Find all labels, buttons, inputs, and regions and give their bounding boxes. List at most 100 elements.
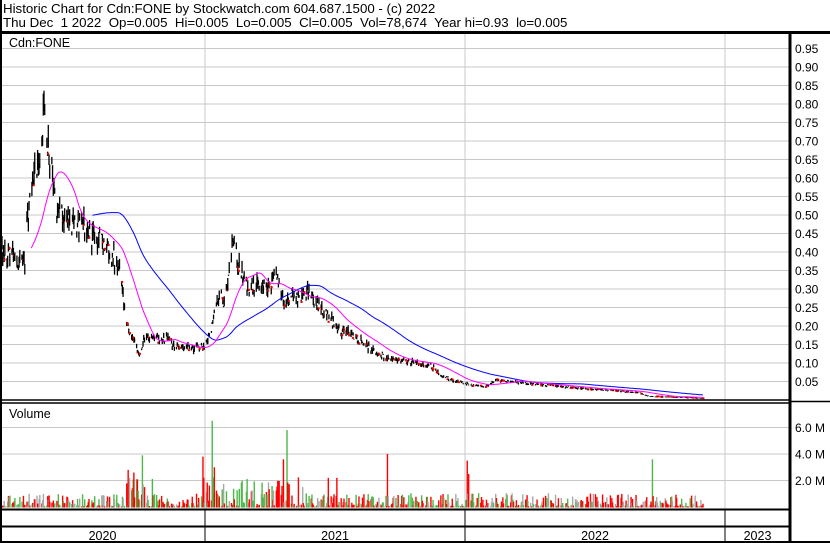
- volume-bar: [520, 502, 523, 508]
- volume-bar: [445, 504, 448, 508]
- volume-bar: [555, 506, 557, 508]
- volume-bar: [68, 501, 70, 508]
- volume-bar: [451, 498, 453, 508]
- volume-bar: [527, 506, 530, 508]
- volume-bar: [670, 496, 673, 508]
- volume-bar: [377, 505, 379, 508]
- volume-bar: [51, 506, 54, 508]
- volume-bar: [307, 505, 310, 508]
- volume-bar: [66, 497, 69, 508]
- volume-bar: [208, 485, 211, 508]
- volume-bar: [7, 501, 9, 508]
- volume-bar: [128, 477, 131, 508]
- volume-bar: [660, 502, 662, 508]
- volume-bar: [441, 503, 444, 508]
- down-close-tick: [393, 358, 396, 361]
- down-close-tick: [436, 370, 439, 373]
- down-close-tick: [198, 347, 201, 350]
- volume-bar: [227, 505, 229, 508]
- volume-bar: [403, 497, 405, 508]
- volume-bar: [326, 496, 329, 508]
- volume-bar: [448, 502, 450, 508]
- volume-bar: [467, 473, 470, 508]
- volume-bar: [440, 506, 443, 508]
- price-bars: [0, 90, 705, 400]
- down-close-tick: [157, 341, 160, 344]
- volume-bar: [313, 506, 315, 508]
- volume-bar: [651, 503, 653, 508]
- down-close-tick: [418, 362, 421, 365]
- volume-bar: [589, 493, 592, 508]
- volume-bar: [358, 496, 360, 508]
- volume-bar: [272, 500, 274, 508]
- volume-bar: [197, 504, 199, 508]
- volume-bar: [692, 503, 694, 508]
- volume-bar: [271, 486, 273, 508]
- volume-bar: [146, 495, 149, 508]
- chart-title: Historic Chart for Cdn:FONE by Stockwatc…: [3, 1, 436, 16]
- volume-bar: [472, 502, 475, 508]
- volume-bar: [233, 499, 236, 508]
- volume-bar: [132, 479, 134, 508]
- volume-bar: [288, 484, 290, 508]
- volume-bar: [393, 496, 395, 508]
- volume-bar: [576, 502, 579, 508]
- volume-bar: [381, 502, 384, 508]
- down-close-tick: [358, 342, 361, 345]
- volume-bar: [21, 501, 23, 508]
- volume-bar: [12, 506, 15, 508]
- price-tick-label: 0.50: [795, 209, 819, 223]
- volume-bar: [587, 501, 590, 508]
- volume-bar: [525, 506, 528, 508]
- volume-bar: [501, 504, 503, 508]
- volume-bar: [168, 506, 171, 508]
- volume-bar: [306, 502, 309, 508]
- volume-bar: [371, 496, 374, 508]
- volume-bar: [616, 505, 618, 508]
- volume-bar: [320, 499, 322, 508]
- volume-bar: [240, 482, 243, 508]
- volume-bar: [285, 500, 288, 508]
- volume-bar: [170, 503, 173, 508]
- volume-bar: [644, 501, 647, 508]
- volume-bar: [302, 503, 305, 508]
- volume-bar: [517, 504, 520, 508]
- down-close-tick: [531, 383, 534, 386]
- volume-bar: [74, 503, 76, 508]
- volume-bar: [33, 498, 35, 508]
- volume-bar: [630, 496, 632, 508]
- volume-bar: [202, 477, 205, 508]
- volume-bar: [92, 502, 94, 508]
- volume-bar: [689, 498, 691, 508]
- down-close-tick: [132, 336, 135, 339]
- volume-bar: [156, 503, 159, 508]
- volume-bar: [42, 493, 45, 508]
- volume-bar: [337, 505, 340, 508]
- volume-bar: [495, 498, 498, 508]
- volume-bar: [666, 504, 669, 508]
- volume-bar: [147, 499, 149, 508]
- volume-bar: [634, 506, 637, 508]
- volume-bar: [567, 506, 570, 508]
- volume-bar: [341, 501, 344, 508]
- down-close-tick: [502, 379, 505, 382]
- volume-bar: [17, 504, 19, 508]
- volume-bar: [664, 498, 666, 508]
- volume-bar: [301, 487, 304, 508]
- volume-bar: [387, 496, 389, 508]
- volume-bar: [350, 506, 352, 508]
- down-close-tick: [287, 299, 290, 302]
- volume-bar: [98, 499, 100, 508]
- volume-bar: [29, 505, 31, 508]
- volume-bar: [549, 499, 552, 508]
- down-close-tick: [136, 351, 139, 354]
- volume-bar: [532, 496, 534, 508]
- volume-bar: [462, 506, 464, 508]
- volume-bar: [205, 491, 208, 508]
- down-close-tick: [168, 337, 171, 340]
- volume-bar: [148, 506, 151, 508]
- volume-bar: [61, 495, 64, 508]
- volume-bar: [84, 499, 86, 508]
- volume-bar: [197, 497, 200, 508]
- volume-bar: [1, 505, 3, 508]
